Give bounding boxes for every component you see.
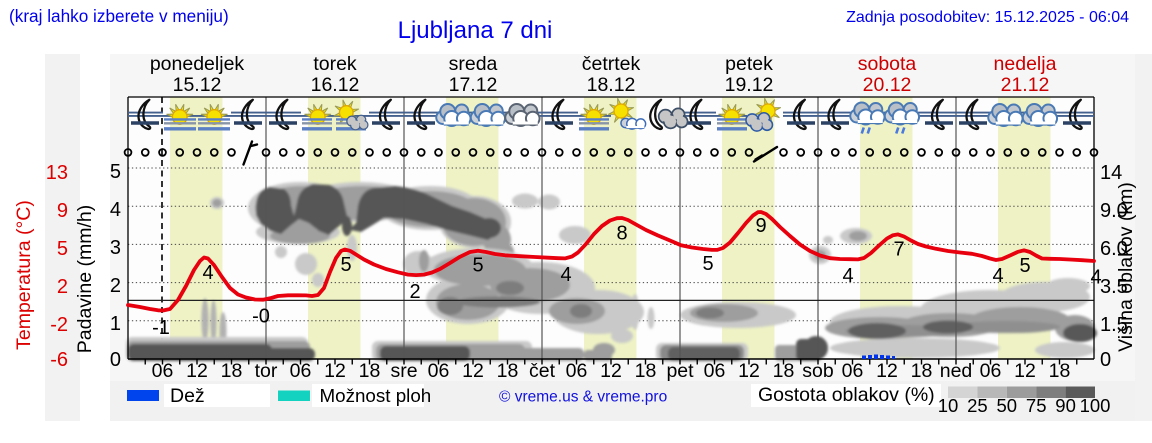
svg-text:7: 7: [893, 239, 904, 261]
svg-text:četrtek: četrtek: [582, 53, 641, 75]
svg-text:5: 5: [702, 253, 713, 275]
svg-text:13: 13: [46, 162, 68, 184]
svg-text:19.12: 19.12: [725, 74, 774, 96]
svg-text:1: 1: [110, 313, 121, 335]
svg-text:12: 12: [738, 360, 760, 382]
svg-text:18: 18: [911, 360, 933, 382]
svg-text:2: 2: [57, 276, 68, 298]
svg-text:21.12: 21.12: [1001, 74, 1050, 96]
svg-text:8: 8: [616, 223, 627, 245]
svg-text:50: 50: [997, 395, 1018, 416]
svg-text:12: 12: [462, 360, 484, 382]
svg-text:100: 100: [1080, 395, 1111, 416]
svg-text:sobota: sobota: [858, 53, 917, 75]
svg-text:9.0: 9.0: [1100, 200, 1128, 222]
svg-text:12: 12: [186, 360, 208, 382]
svg-text:06: 06: [704, 360, 726, 382]
svg-text:4: 4: [842, 265, 853, 287]
svg-text:Dež: Dež: [170, 385, 205, 407]
svg-text:12: 12: [600, 360, 622, 382]
svg-text:5: 5: [340, 254, 351, 276]
svg-text:(kraj lahko izberete v meniju): (kraj lahko izberete v meniju): [9, 6, 229, 26]
svg-text:18.12: 18.12: [587, 74, 636, 96]
svg-text:petek: petek: [725, 53, 773, 75]
svg-text:06: 06: [152, 360, 174, 382]
svg-text:25: 25: [967, 395, 988, 416]
svg-text:90: 90: [1055, 395, 1076, 416]
svg-text:15.12: 15.12: [173, 74, 222, 96]
svg-text:18: 18: [359, 360, 381, 382]
svg-text:5: 5: [110, 161, 121, 183]
svg-text:4: 4: [560, 264, 571, 286]
svg-text:06: 06: [980, 360, 1002, 382]
svg-text:12: 12: [324, 360, 346, 382]
svg-text:18: 18: [221, 360, 243, 382]
svg-text:torek: torek: [313, 53, 357, 75]
svg-text:12: 12: [1014, 360, 1036, 382]
svg-text:14: 14: [1100, 162, 1122, 184]
svg-text:čet: čet: [529, 360, 556, 382]
svg-text:0: 0: [110, 349, 121, 371]
svg-text:-2: -2: [50, 314, 68, 336]
svg-text:Temperatura (°C): Temperatura (°C): [13, 200, 35, 350]
svg-text:4: 4: [1090, 267, 1101, 289]
svg-text:3: 3: [110, 237, 121, 259]
svg-text:4: 4: [992, 265, 1003, 287]
svg-text:18: 18: [497, 360, 519, 382]
svg-text:6.0: 6.0: [1100, 238, 1128, 260]
svg-text:ned: ned: [940, 360, 973, 382]
svg-text:-1: -1: [152, 317, 170, 339]
svg-text:Zadnja posodobitev: 15.12.2025: Zadnja posodobitev: 15.12.2025 - 06:04: [846, 9, 1129, 26]
svg-text:5: 5: [472, 255, 483, 277]
svg-text:75: 75: [1026, 395, 1047, 416]
svg-text:-0: -0: [252, 306, 270, 328]
svg-text:2: 2: [409, 281, 420, 303]
svg-text:Padavine (mm/h): Padavine (mm/h): [74, 205, 96, 353]
svg-text:06: 06: [428, 360, 450, 382]
svg-text:06: 06: [566, 360, 588, 382]
svg-text:12: 12: [876, 360, 898, 382]
svg-text:18: 18: [1049, 360, 1071, 382]
svg-text:9: 9: [57, 200, 68, 222]
svg-text:4: 4: [202, 262, 213, 284]
svg-text:2: 2: [110, 275, 121, 297]
svg-text:Ljubljana 7 dni: Ljubljana 7 dni: [398, 17, 553, 44]
svg-text:tor: tor: [255, 360, 278, 382]
svg-text:9: 9: [755, 215, 766, 237]
svg-text:ponedeljek: ponedeljek: [150, 53, 245, 75]
svg-text:sreda: sreda: [449, 53, 498, 75]
svg-text:4: 4: [110, 199, 121, 221]
svg-text:06: 06: [290, 360, 312, 382]
svg-text:3.5: 3.5: [1100, 276, 1128, 298]
svg-text:5: 5: [1019, 255, 1030, 277]
svg-text:Možnost ploh: Možnost ploh: [320, 385, 432, 406]
svg-text:16.12: 16.12: [311, 74, 360, 96]
svg-text:1.5: 1.5: [1100, 314, 1128, 336]
svg-text:sre: sre: [390, 360, 417, 382]
svg-text:sob: sob: [802, 360, 834, 382]
svg-text:-6: -6: [50, 349, 68, 371]
svg-text:0: 0: [1100, 349, 1111, 371]
svg-text:18: 18: [773, 360, 795, 382]
svg-text:nedelja: nedelja: [994, 53, 1057, 75]
svg-text:10: 10: [938, 395, 959, 416]
svg-text:Gostota oblakov (%): Gostota oblakov (%): [758, 384, 935, 406]
svg-text:pet: pet: [666, 360, 694, 382]
svg-text:© vreme.us & vreme.pro: © vreme.us & vreme.pro: [499, 389, 667, 406]
svg-text:18: 18: [635, 360, 657, 382]
svg-text:Višina oblakov (km): Višina oblakov (km): [1115, 182, 1137, 352]
svg-text:17.12: 17.12: [449, 74, 498, 96]
svg-text:5: 5: [57, 238, 68, 260]
svg-text:20.12: 20.12: [863, 74, 912, 96]
svg-text:06: 06: [842, 360, 864, 382]
